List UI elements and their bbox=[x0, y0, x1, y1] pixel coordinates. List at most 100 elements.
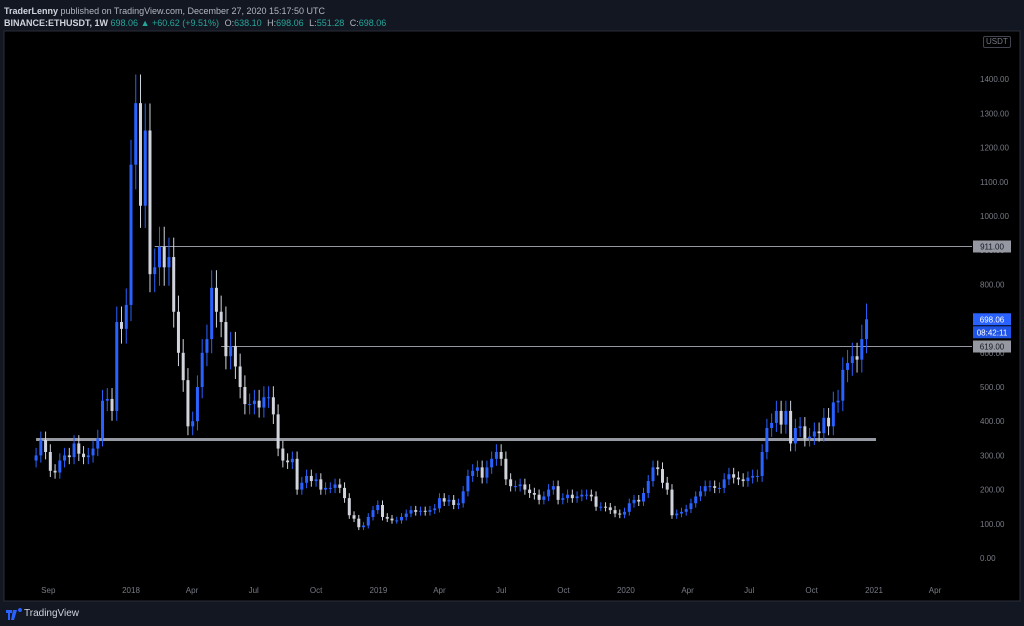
time-axis[interactable]: Sep 2018 Apr Jul Oct 2019 Apr Jul Oct 2020 Apr Jul O… bbox=[41, 586, 941, 595]
candle-body bbox=[831, 402, 835, 427]
candle-body bbox=[698, 491, 702, 497]
candle-body bbox=[651, 467, 655, 482]
time-tick-label: Oct bbox=[310, 586, 323, 595]
candle-body bbox=[219, 311, 223, 323]
candle-body bbox=[333, 484, 337, 488]
candle-body bbox=[627, 503, 631, 512]
candle-body bbox=[385, 516, 389, 519]
candle-body bbox=[195, 387, 199, 422]
candle-body bbox=[518, 484, 522, 487]
candle-body bbox=[585, 494, 589, 496]
candle-body bbox=[580, 494, 584, 497]
candle-body bbox=[409, 510, 413, 514]
candle-body bbox=[860, 339, 864, 360]
candle-body bbox=[101, 400, 105, 439]
candle-body bbox=[822, 417, 826, 434]
price-tick-label: 600.00 bbox=[980, 349, 1005, 358]
candle-body bbox=[694, 496, 698, 504]
author-name[interactable]: TraderLenny bbox=[4, 6, 59, 16]
candle-body bbox=[684, 509, 688, 512]
plot-area bbox=[3, 30, 1021, 602]
candle-body bbox=[551, 486, 555, 490]
candle-body bbox=[157, 246, 161, 268]
candle-body bbox=[300, 482, 304, 490]
candle-body bbox=[243, 387, 247, 405]
candle-body bbox=[566, 494, 570, 499]
low-value: 551.28 bbox=[316, 18, 345, 28]
candle-body bbox=[276, 414, 280, 449]
candle-body bbox=[262, 397, 266, 408]
price-tick-label: 1200.00 bbox=[980, 144, 1009, 153]
candle-body bbox=[741, 479, 745, 482]
candle-body bbox=[172, 257, 176, 312]
candle-body bbox=[324, 487, 328, 490]
candle-body bbox=[713, 486, 717, 488]
candle-body bbox=[442, 498, 446, 502]
candle-body bbox=[129, 164, 133, 305]
price-tick-label: 200.00 bbox=[980, 486, 1005, 495]
candle-body bbox=[120, 322, 124, 329]
candle-body bbox=[124, 304, 128, 329]
candle-body bbox=[286, 460, 290, 463]
candle-body bbox=[537, 494, 541, 500]
candle-body bbox=[817, 431, 821, 434]
candle-body bbox=[736, 477, 740, 480]
candle-body bbox=[509, 479, 513, 487]
candle-body bbox=[319, 479, 323, 490]
price-tick-label: 1000.00 bbox=[980, 212, 1009, 221]
candle-body bbox=[475, 467, 479, 471]
high-value: 698.06 bbox=[276, 18, 304, 28]
candle-body bbox=[808, 436, 812, 439]
time-tick-label: 2021 bbox=[865, 586, 883, 595]
level-price-label: 911.00 bbox=[980, 243, 1004, 252]
candle-body bbox=[779, 410, 783, 425]
candle-body bbox=[290, 458, 294, 463]
candle-body bbox=[205, 339, 209, 353]
candle-body bbox=[765, 428, 769, 452]
candle-body bbox=[238, 366, 242, 387]
last-price-label: 698.06 bbox=[980, 315, 1005, 324]
candle-body bbox=[167, 257, 171, 268]
candle-body bbox=[561, 498, 565, 500]
candle-body bbox=[575, 496, 579, 499]
candle-body bbox=[252, 400, 256, 405]
price-tick-label: 800.00 bbox=[980, 280, 1005, 289]
symbol-name[interactable]: BINANCE:ETHUSDT, 1W bbox=[4, 18, 109, 28]
last-value: 698.06 bbox=[110, 18, 139, 28]
candle-body bbox=[162, 246, 166, 268]
time-tick-label: Apr bbox=[929, 586, 942, 595]
low-label: L: bbox=[309, 18, 317, 28]
candle-body bbox=[224, 322, 228, 357]
candle-body bbox=[233, 345, 237, 367]
candle-body bbox=[371, 510, 375, 517]
time-tick-label: 2020 bbox=[617, 586, 635, 595]
candle-body bbox=[366, 516, 370, 526]
candle-body bbox=[632, 499, 636, 504]
candle-body bbox=[48, 451, 52, 471]
currency-badge[interactable]: USDT bbox=[983, 36, 1011, 48]
candle-body bbox=[82, 453, 86, 458]
tradingview-brand[interactable]: TradingView bbox=[24, 608, 80, 619]
candle-body bbox=[461, 491, 465, 504]
candle-body bbox=[143, 130, 147, 206]
close-value: 698.06 bbox=[358, 18, 387, 28]
candle-body bbox=[418, 510, 422, 512]
candle-body bbox=[186, 380, 190, 427]
candle-body bbox=[343, 487, 347, 499]
candle-body bbox=[793, 428, 797, 444]
candle-body bbox=[722, 479, 726, 488]
candle-body bbox=[200, 352, 204, 387]
price-tick-label: 500.00 bbox=[980, 383, 1005, 392]
open-value: 638.10 bbox=[234, 18, 262, 28]
candle-body bbox=[523, 484, 527, 490]
candle-body bbox=[63, 455, 67, 461]
candle-body bbox=[395, 520, 399, 522]
candle-body bbox=[746, 477, 750, 482]
candle-body bbox=[229, 345, 233, 357]
candle-body bbox=[732, 474, 736, 478]
candle-body bbox=[637, 499, 641, 502]
candle-body bbox=[665, 482, 669, 490]
price-tick-label: 100.00 bbox=[980, 520, 1005, 529]
candle-body bbox=[827, 417, 831, 427]
